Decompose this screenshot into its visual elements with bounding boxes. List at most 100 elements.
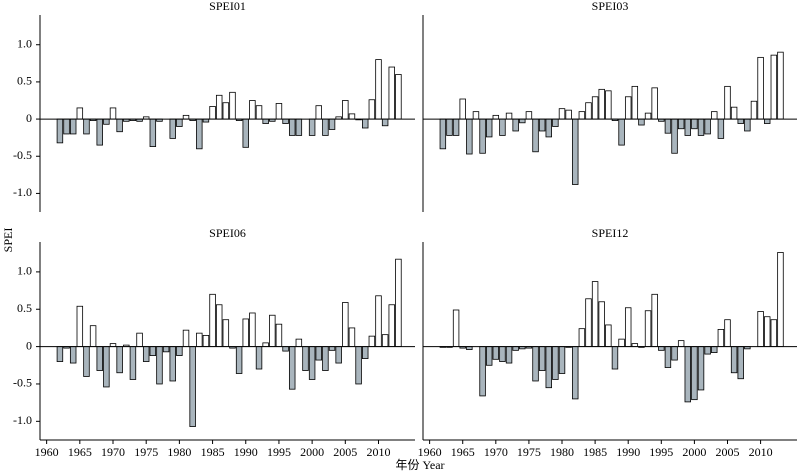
bar: [56, 346, 64, 362]
y-tick-label: -1.0: [13, 185, 32, 199]
bar: [388, 66, 395, 120]
bar: [169, 118, 176, 139]
bar: [308, 118, 316, 136]
bar: [388, 304, 395, 348]
bar: [499, 346, 506, 362]
bar: [499, 118, 506, 136]
bar: [697, 346, 705, 391]
bar: [552, 346, 559, 380]
y-tick-label: -0.5: [13, 376, 32, 390]
y-tick-label: 0.5: [17, 74, 32, 88]
bar: [362, 118, 369, 129]
bar: [368, 335, 376, 348]
bar: [730, 346, 738, 374]
bar: [757, 311, 764, 348]
x-tick-label: 1970: [484, 445, 508, 459]
bar: [368, 99, 376, 120]
bar: [249, 312, 256, 348]
bar: [149, 118, 157, 147]
x-tick-label: 1960: [35, 445, 59, 459]
bar: [209, 106, 216, 120]
x-tick-label: 1975: [134, 445, 158, 459]
x-tick-label: 1990: [234, 445, 258, 459]
bar: [664, 118, 672, 134]
bar: [552, 118, 559, 127]
bar: [209, 293, 216, 348]
bar: [63, 118, 70, 135]
bar: [492, 346, 500, 360]
bar: [704, 118, 711, 135]
bar: [182, 329, 190, 348]
bar: [103, 346, 110, 388]
bar: [519, 118, 526, 124]
panel-title: SPEI03: [592, 0, 629, 13]
x-tick-label: 1985: [201, 445, 225, 459]
bar: [348, 327, 356, 348]
bar: [282, 346, 289, 352]
y-tick-label: -1.0: [13, 413, 32, 427]
bar: [342, 302, 349, 348]
bar: [770, 54, 778, 120]
bar: [664, 346, 672, 368]
bar: [558, 346, 566, 374]
bar: [638, 118, 645, 126]
bar: [129, 346, 137, 380]
bar: [644, 310, 652, 348]
bar: [202, 334, 210, 348]
bar: [671, 346, 678, 361]
bar: [452, 118, 460, 136]
bar: [572, 118, 579, 185]
bar: [362, 346, 369, 359]
bar: [585, 298, 592, 348]
bar: [116, 346, 123, 374]
bar: [651, 293, 658, 348]
bar: [618, 338, 625, 348]
bar: [730, 106, 738, 120]
y-tick-label: 1.0: [17, 36, 32, 50]
bar: [717, 329, 725, 348]
bar: [591, 281, 599, 348]
bar: [182, 114, 190, 120]
bar: [717, 118, 725, 139]
panel-title: SPEI12: [592, 226, 629, 240]
bar: [288, 346, 296, 390]
x-tick-label: 2005: [715, 445, 739, 459]
bar: [69, 346, 77, 364]
bar: [624, 307, 632, 348]
panel-title: SPEI01: [209, 0, 246, 13]
y-tick-label: 0: [26, 111, 32, 125]
bar: [651, 87, 658, 120]
bar: [578, 111, 586, 120]
bar: [677, 118, 685, 130]
bar: [196, 332, 203, 348]
bar: [295, 118, 303, 136]
bar: [262, 118, 269, 124]
x-tick-label: 1960: [418, 445, 442, 459]
bar: [691, 346, 698, 401]
bar: [315, 346, 322, 361]
bar: [750, 100, 758, 120]
bar: [479, 346, 486, 397]
bar: [242, 118, 249, 148]
bar: [83, 346, 90, 377]
bar: [466, 118, 473, 155]
bar: [308, 346, 316, 380]
bar: [472, 111, 480, 120]
bar: [328, 118, 336, 130]
bar: [342, 100, 349, 120]
bar: [328, 346, 336, 351]
bar: [282, 118, 289, 124]
bar: [777, 51, 784, 120]
bar: [136, 332, 143, 348]
bar: [532, 118, 539, 153]
bar: [757, 56, 764, 120]
bar: [538, 346, 546, 371]
bar: [724, 319, 731, 348]
bar: [103, 118, 110, 125]
x-tick-label: 1990: [616, 445, 640, 459]
bar: [83, 118, 90, 135]
bar: [381, 118, 389, 127]
bar: [558, 108, 566, 120]
x-tick-label: 2010: [366, 445, 390, 459]
